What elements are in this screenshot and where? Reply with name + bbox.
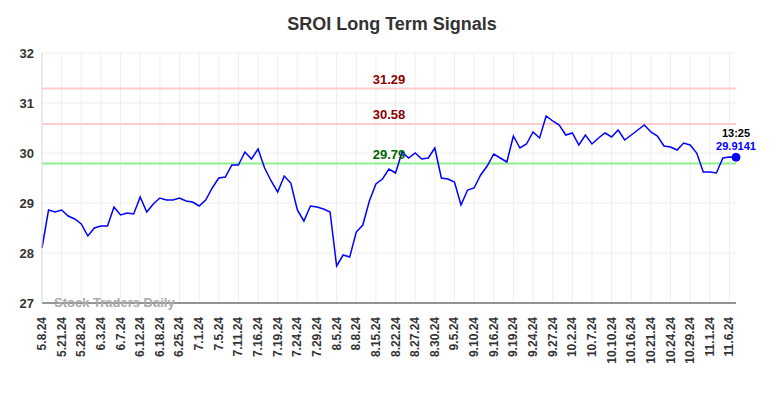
svg-text:10.2.24: 10.2.24	[565, 317, 579, 357]
svg-text:6.25.24: 6.25.24	[172, 317, 186, 357]
svg-text:9.5.24: 9.5.24	[447, 317, 461, 351]
svg-text:32: 32	[20, 46, 34, 61]
svg-text:5.28.24: 5.28.24	[74, 317, 88, 357]
html-text:SROI Long Term Signals: SROI Long Term Signals	[287, 14, 497, 34]
svg-text:29: 29	[20, 196, 34, 211]
svg-text:8.15.24: 8.15.24	[369, 317, 383, 357]
svg-text:11.1.24: 11.1.24	[703, 317, 717, 357]
svg-text:5.21.24: 5.21.24	[55, 317, 69, 357]
svg-text:10.7.24: 10.7.24	[585, 317, 599, 357]
svg-text:7.16.24: 7.16.24	[251, 317, 265, 357]
html-text:Stock Traders Daily: Stock Traders Daily	[54, 295, 175, 310]
svg-text:9.24.24: 9.24.24	[526, 317, 540, 357]
svg-text:27: 27	[20, 296, 34, 311]
svg-text:8.8.24: 8.8.24	[349, 317, 363, 351]
svg-text:9.27.24: 9.27.24	[546, 317, 560, 357]
svg-text:30: 30	[20, 146, 34, 161]
svg-text:10.10.24: 10.10.24	[605, 317, 619, 364]
svg-text:10.29.24: 10.29.24	[683, 317, 697, 364]
svg-text:29.79: 29.79	[373, 147, 406, 162]
svg-text:7.29.24: 7.29.24	[310, 317, 324, 357]
svg-text:6.3.24: 6.3.24	[94, 317, 108, 351]
svg-text:8.5.24: 8.5.24	[330, 317, 344, 351]
svg-text:9.19.24: 9.19.24	[506, 317, 520, 357]
svg-text:31.29: 31.29	[373, 72, 406, 87]
svg-text:10.16.24: 10.16.24	[624, 317, 638, 364]
svg-text:11.6.24: 11.6.24	[722, 317, 736, 357]
svg-text:6.18.24: 6.18.24	[153, 317, 167, 357]
svg-text:10.24.24: 10.24.24	[664, 317, 678, 364]
svg-text:7.1.24: 7.1.24	[192, 317, 206, 351]
svg-text:29.9141: 29.9141	[716, 140, 756, 152]
svg-text:9.16.24: 9.16.24	[487, 317, 501, 357]
svg-text:31: 31	[20, 96, 34, 111]
svg-text:8.22.24: 8.22.24	[389, 317, 403, 357]
svg-text:7.11.24: 7.11.24	[231, 317, 245, 357]
svg-text:8.30.24: 8.30.24	[428, 317, 442, 357]
svg-text:6.12.24: 6.12.24	[133, 317, 147, 357]
svg-text:10.21.24: 10.21.24	[644, 317, 658, 364]
svg-text:8.27.24: 8.27.24	[408, 317, 422, 357]
svg-text:7.19.24: 7.19.24	[271, 317, 285, 357]
svg-text:13:25: 13:25	[722, 127, 750, 139]
svg-text:30.58: 30.58	[373, 107, 406, 122]
svg-text:9.10.24: 9.10.24	[467, 317, 481, 357]
svg-text:5.8.24: 5.8.24	[35, 317, 49, 351]
svg-text:7.5.24: 7.5.24	[212, 317, 226, 351]
svg-text:7.24.24: 7.24.24	[290, 317, 304, 357]
svg-text:28: 28	[20, 246, 34, 261]
svg-text:6.7.24: 6.7.24	[114, 317, 128, 351]
